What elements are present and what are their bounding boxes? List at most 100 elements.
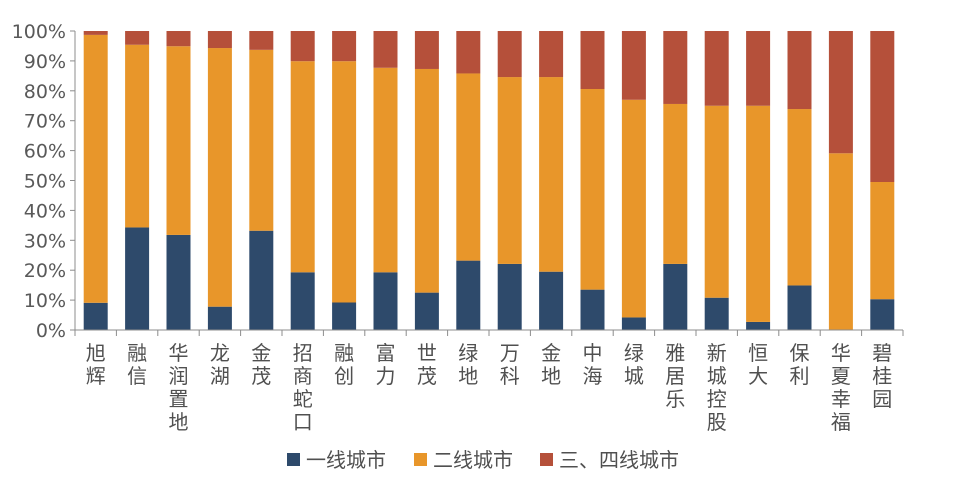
x-tick-label: 新城控股 (707, 341, 727, 434)
bar-segment-3-18 (787, 31, 812, 110)
bar-segment-3-17 (746, 31, 771, 106)
bar-segment-3-5 (249, 31, 274, 50)
legend-label-2: 二线城市 (433, 448, 513, 472)
legend-label-3: 三、四线城市 (559, 448, 679, 472)
bar-segment-1-12 (539, 271, 564, 330)
x-tick-label: 招商蛇口 (293, 341, 313, 434)
bar-segment-1-7 (332, 302, 357, 330)
bar-segment-1-4 (207, 306, 232, 330)
y-tick-label: 60% (24, 141, 66, 163)
x-tick-label: 金茂 (251, 341, 271, 388)
x-tick-label: 雅居乐 (665, 341, 685, 411)
bar-segment-2-8 (373, 67, 398, 273)
bar-segment-2-10 (456, 73, 481, 261)
bar-segment-3-4 (207, 31, 232, 49)
y-tick-label: 0% (36, 320, 66, 342)
bar-segment-2-4 (207, 48, 232, 307)
x-tick-label: 保利 (790, 341, 810, 388)
bar-segment-2-12 (539, 77, 564, 272)
x-tick-label: 绿地 (458, 341, 478, 388)
bar-segment-2-6 (290, 61, 315, 273)
y-tick-label: 10% (24, 290, 66, 312)
x-tick-label: 华夏幸福 (831, 341, 851, 434)
x-tick-label: 万科 (500, 341, 520, 388)
x-tick-label: 中海 (583, 341, 603, 388)
bar-segment-2-14 (621, 99, 646, 318)
y-tick-label: 90% (24, 51, 66, 73)
x-tick-label: 龙湖 (210, 341, 230, 388)
y-tick-label: 20% (24, 260, 66, 282)
x-tick-label: 世茂 (417, 341, 437, 388)
bar-segment-1-6 (290, 272, 315, 330)
bar-segment-1-20 (870, 299, 895, 330)
bar-segment-3-13 (580, 31, 605, 90)
x-tick-label: 富力 (376, 341, 396, 388)
bar-segment-2-18 (787, 109, 812, 286)
x-tick-label: 融创 (334, 341, 354, 388)
bar-segment-1-15 (663, 263, 688, 330)
bar-segment-2-3 (166, 46, 191, 235)
bar-segment-2-5 (249, 49, 274, 231)
y-tick-label: 100% (12, 21, 66, 43)
x-tick-label: 金地 (541, 341, 561, 388)
legend: 一线城市 二线城市 三、四线城市 (287, 448, 679, 472)
bar-segment-3-14 (621, 31, 646, 100)
x-tick-label: 碧桂园 (872, 341, 892, 411)
x-tick-label: 恒大 (748, 341, 768, 388)
bar-segment-1-18 (787, 285, 812, 330)
bar-segment-2-15 (663, 103, 688, 264)
bar-segment-3-20 (870, 31, 895, 182)
bar-segment-1-16 (704, 297, 729, 330)
bar-segment-2-19 (828, 153, 853, 330)
bar-segment-1-9 (414, 292, 439, 331)
bar-segment-2-7 (332, 61, 357, 303)
x-tick-label: 旭辉 (86, 341, 106, 388)
bar-segment-2-2 (125, 44, 150, 228)
bar-segment-1-11 (497, 263, 522, 330)
bar-segment-2-9 (414, 68, 439, 293)
bar-segment-1-2 (125, 227, 150, 330)
bar-segment-3-12 (539, 31, 564, 78)
bar-segment-3-15 (663, 31, 688, 104)
bar-segment-1-10 (456, 260, 481, 330)
bar-segment-2-20 (870, 182, 895, 300)
bar-segment-2-13 (580, 89, 605, 290)
y-tick-label: 80% (24, 81, 66, 103)
bar-segment-1-14 (621, 317, 646, 330)
bar-segment-3-11 (497, 31, 522, 78)
legend-swatch-2 (414, 453, 427, 466)
bar-segment-3-1 (83, 31, 108, 35)
bar-segment-3-19 (828, 31, 853, 154)
bar-segment-2-16 (704, 105, 729, 298)
y-axis: 0% 10% 20% 30% 40% 50% 60% 70% 80% 90% 100% (12, 21, 76, 342)
bar-segment-1-17 (746, 321, 771, 330)
bar-segment-1-1 (83, 302, 108, 330)
bar-segment-1-8 (373, 272, 398, 330)
bar-segment-3-7 (332, 31, 357, 62)
bar-segment-3-6 (290, 31, 315, 62)
bar-segment-2-17 (746, 105, 771, 322)
bar-segment-2-11 (497, 77, 522, 264)
bar-segment-1-5 (249, 230, 274, 330)
y-tick-label: 50% (24, 171, 66, 193)
bar-segment-3-2 (125, 31, 150, 45)
bar-segment-3-3 (166, 31, 191, 47)
x-tick-label: 绿城 (624, 341, 644, 388)
plot-area (83, 31, 895, 331)
legend-label-1: 一线城市 (306, 448, 386, 472)
bar-segment-1-3 (166, 234, 191, 330)
bar-segment-3-10 (456, 31, 481, 74)
bar-segment-1-13 (580, 289, 605, 330)
y-tick-label: 70% (24, 111, 66, 133)
x-tick-label: 华润置地 (169, 341, 189, 434)
bar-segment-3-9 (414, 31, 439, 69)
y-tick-label: 40% (24, 200, 66, 222)
bar-segment-3-16 (704, 31, 729, 106)
legend-swatch-3 (540, 453, 553, 466)
legend-swatch-1 (287, 453, 300, 466)
x-tick-label: 融信 (127, 341, 147, 388)
bar-segment-3-8 (373, 31, 398, 68)
bar-segment-2-1 (83, 34, 108, 303)
